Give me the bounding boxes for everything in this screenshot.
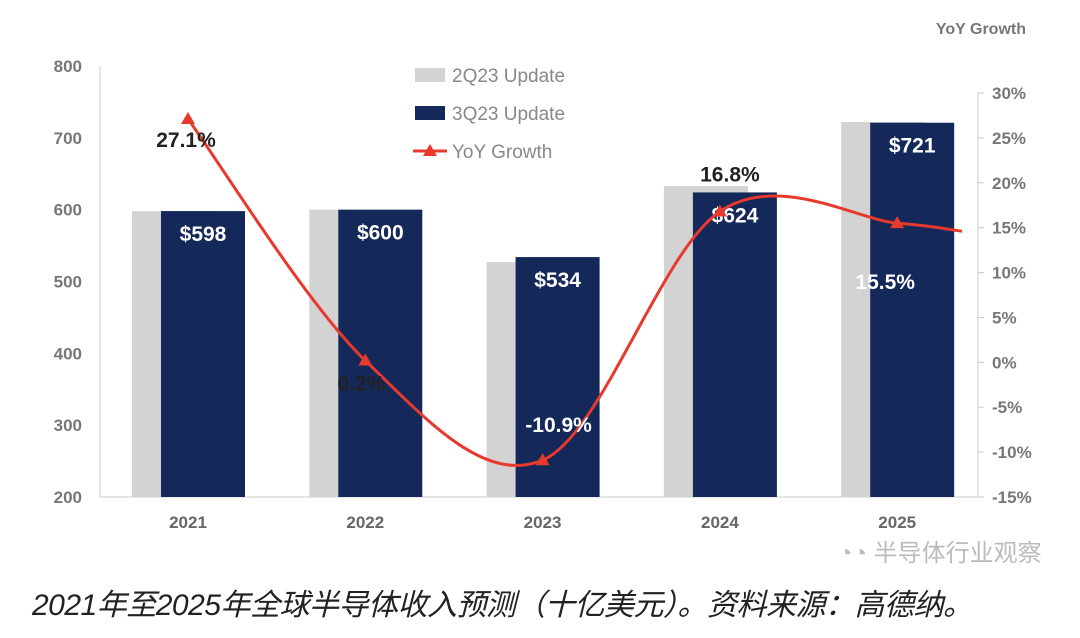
watermark-text: 半导体行业观察 <box>873 540 1042 567</box>
bar-3q23 <box>515 257 600 497</box>
legend-swatch-3q23 <box>415 106 445 120</box>
wechat-icon: ◔◔ <box>838 540 874 567</box>
chart-caption: 2021年至2025年全球半导体收入预测（十亿美元）。资料来源：高德纳。 <box>32 589 973 622</box>
legend-label-yoy: YoY Growth <box>452 142 552 163</box>
left-tick-label: 700 <box>54 129 82 148</box>
yoy-data-label: -10.9% <box>525 414 592 437</box>
yoy-marker <box>358 353 373 366</box>
right-tick-label: 30% <box>992 84 1026 103</box>
right-tick-label: 15% <box>992 219 1026 238</box>
category-label: 2023 <box>524 513 562 532</box>
bar-value-label: $721 <box>889 135 936 158</box>
yoy-data-label: 0.2% <box>337 373 385 396</box>
left-tick-label: 600 <box>54 201 82 220</box>
left-tick-label: 200 <box>54 488 82 507</box>
yoy-marker <box>712 204 727 217</box>
watermark: ◔◔ 半导体行业观察 <box>838 540 1042 568</box>
legend-label-3q23: 3Q23 Update <box>452 104 565 125</box>
yoy-marker <box>890 216 905 229</box>
yoy-data-label: 16.8% <box>700 164 760 187</box>
legend-swatch-2q23 <box>415 68 445 82</box>
legend-label-2q23: 2Q23 Update <box>452 66 565 87</box>
bar-3q23 <box>870 122 955 497</box>
right-tick-label: 25% <box>992 129 1026 148</box>
left-tick-label: 800 <box>54 57 82 76</box>
category-label: 2025 <box>878 513 916 532</box>
right-tick-label: -10% <box>992 443 1032 462</box>
left-tick-label: 500 <box>54 273 82 292</box>
yoy-marker <box>535 453 550 466</box>
category-label: 2024 <box>701 513 739 532</box>
right-tick-label: -15% <box>992 488 1032 507</box>
right-tick-label: 10% <box>992 264 1026 283</box>
bar-3q23 <box>161 211 245 497</box>
right-tick-label: 0% <box>992 353 1017 372</box>
left-tick-label: 300 <box>54 416 82 435</box>
category-label: 2021 <box>169 513 207 532</box>
bar-value-label: $598 <box>180 223 227 246</box>
legend-marker-yoy <box>423 144 437 156</box>
chart: 200 300 400 500 600 700 800 -15% -10% -5% 0% 5% 10% 1… <box>54 21 1032 532</box>
right-tick-label: 20% <box>992 174 1026 193</box>
right-axis-title: YoY Growth <box>936 21 1026 38</box>
bar-value-label: $600 <box>357 222 404 245</box>
yoy-data-label: 15.5% <box>855 271 915 294</box>
yoy-data-label: 27.1% <box>156 129 216 152</box>
bar-value-label: $534 <box>534 269 581 292</box>
bar-3q23 <box>692 192 777 497</box>
yoy-growth-line <box>186 118 963 467</box>
right-tick-label: -5% <box>992 398 1022 417</box>
category-label: 2022 <box>346 513 384 532</box>
bar-3q23 <box>338 209 423 497</box>
right-tick-label: 5% <box>992 308 1017 327</box>
yoy-marker <box>181 112 195 125</box>
left-tick-label: 400 <box>54 344 82 363</box>
